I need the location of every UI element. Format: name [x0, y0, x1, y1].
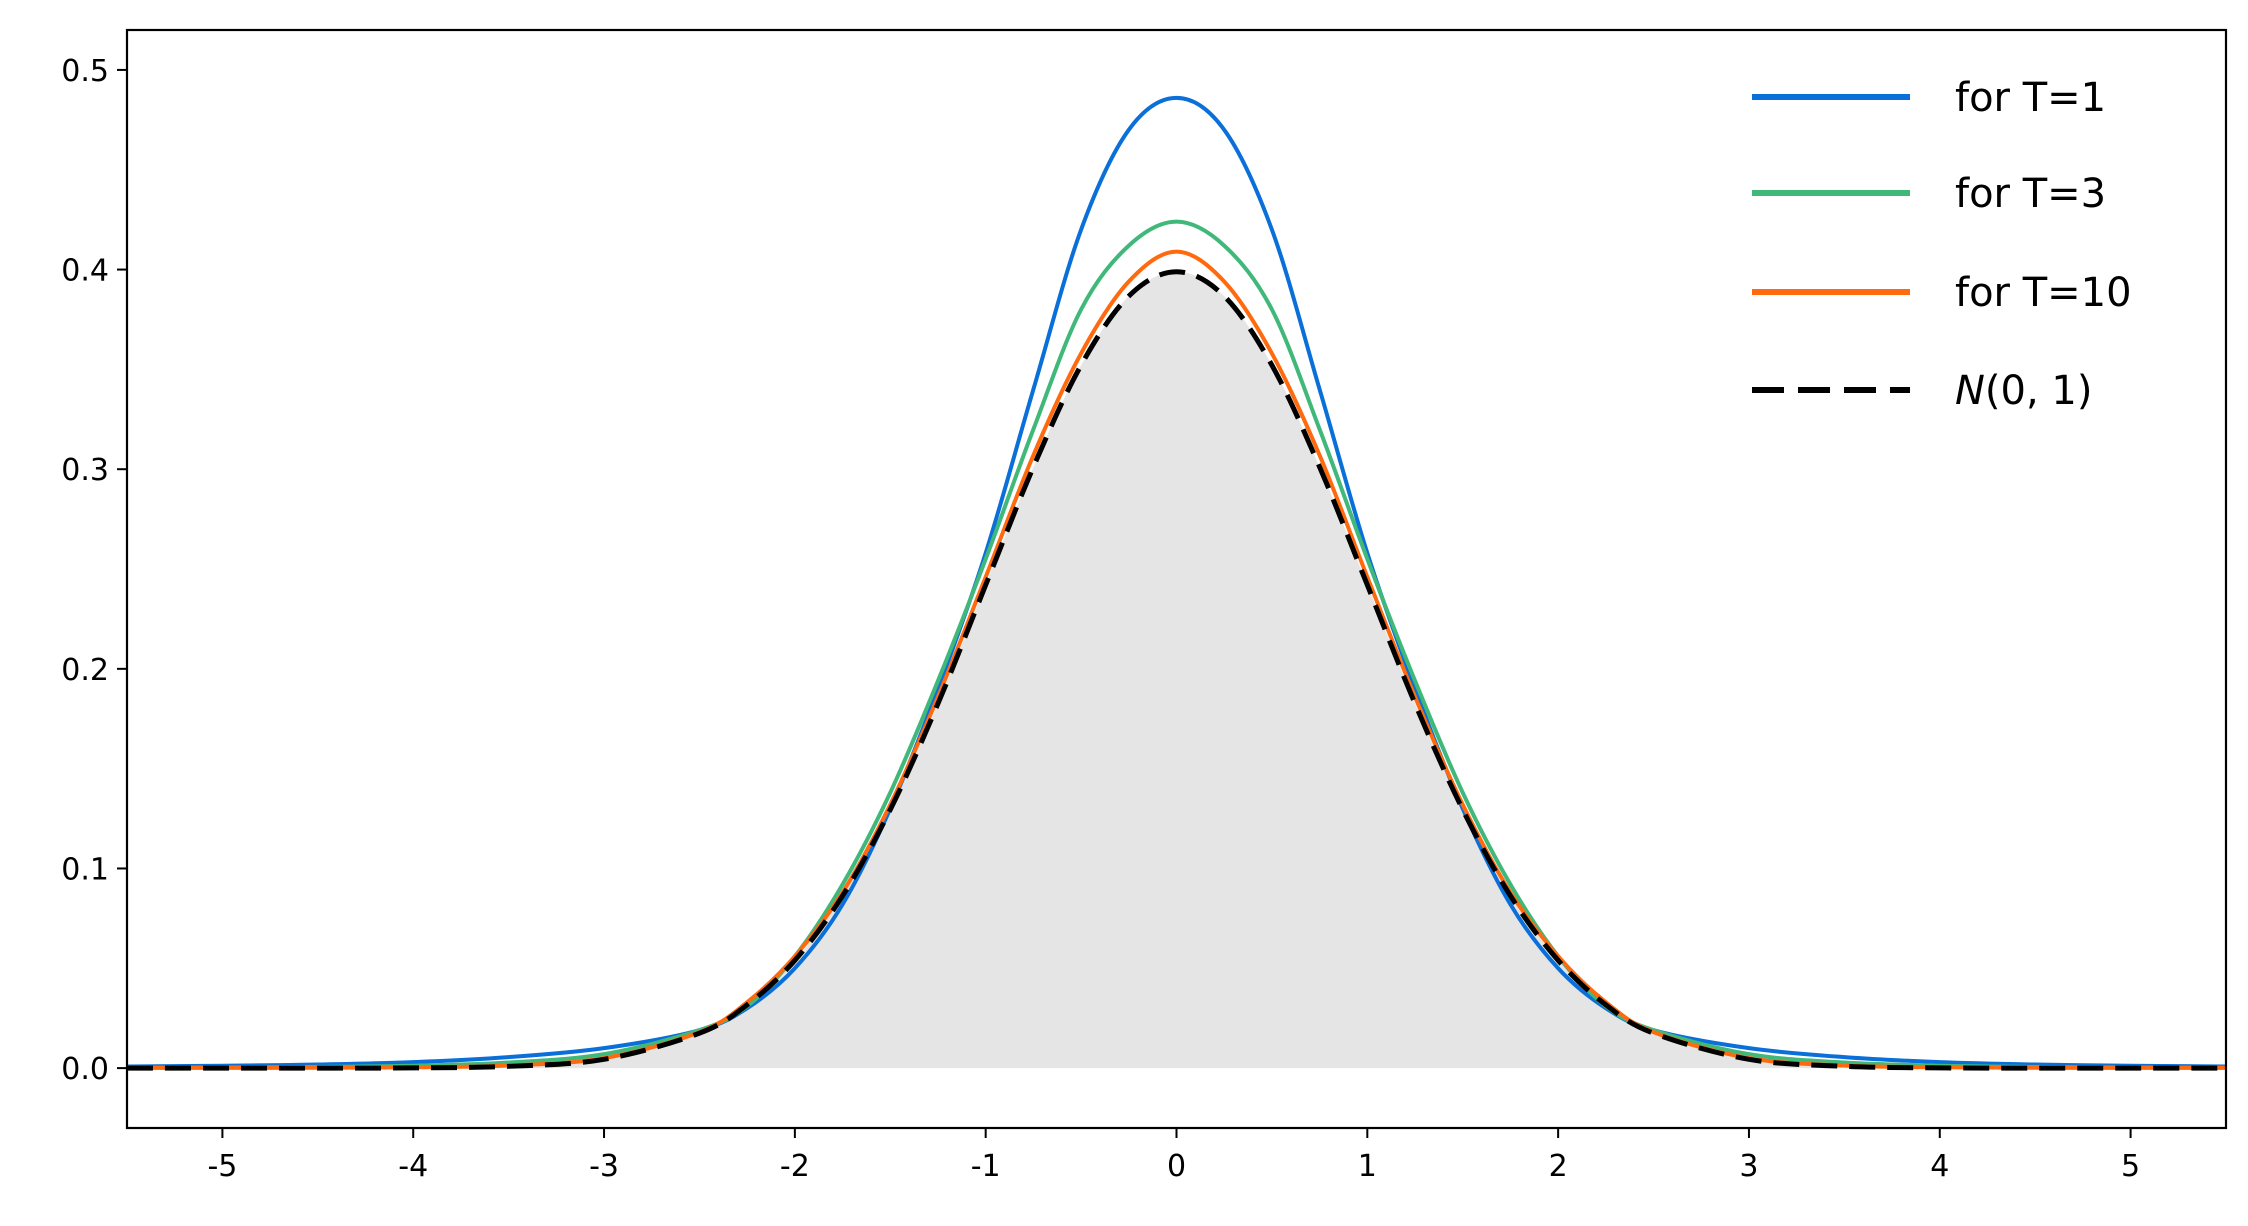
y-tick-label: 0.3	[61, 453, 109, 488]
shaded-area	[127, 271, 2226, 1069]
series-line-1	[127, 219, 2226, 1070]
legend-label-t3: for T=3	[1955, 171, 2106, 217]
x-axis: -5 -4 -3 -2 -1 0 1 2 3 4 5	[207, 1128, 2140, 1184]
y-tick-label: 0.4	[61, 254, 109, 289]
x-tick-label: 3	[1739, 1149, 1758, 1184]
legend-label-t1: for T=1	[1955, 75, 2106, 121]
x-tick-label: 2	[1549, 1149, 1568, 1184]
legend-item-t10: for T=10	[1752, 270, 2132, 316]
x-tick-label: -1	[971, 1149, 1001, 1184]
x-tick-label: -2	[780, 1149, 810, 1184]
series-line-3	[127, 269, 2226, 1071]
series-line-0	[127, 95, 2226, 1069]
x-tick-label: -3	[589, 1149, 619, 1184]
plot-area	[127, 95, 2226, 1071]
y-tick-label: 0.1	[61, 852, 109, 887]
x-tick-label: 1	[1358, 1149, 1377, 1184]
legend-item-t3: for T=3	[1752, 171, 2106, 217]
legend-item-normal: N(0, 1)	[1752, 368, 2092, 414]
legend-label-normal: N(0, 1)	[1955, 368, 2092, 414]
legend-label-t10: for T=10	[1955, 270, 2132, 316]
y-axis: 0.0 0.1 0.2 0.3 0.4 0.5	[61, 54, 127, 1087]
x-tick-label: -4	[398, 1149, 428, 1184]
x-tick-label: 0	[1167, 1149, 1186, 1184]
y-tick-label: 0.5	[61, 54, 109, 89]
series-layer	[127, 95, 2226, 1071]
x-tick-label: -5	[207, 1149, 237, 1184]
legend: for T=1 for T=3 for T=10 N(0, 1)	[1752, 75, 2132, 414]
y-tick-label: 0.0	[61, 1052, 109, 1087]
x-tick-label: 5	[2121, 1149, 2140, 1184]
shaded-area-layer	[127, 271, 2226, 1069]
x-tick-label: 4	[1930, 1149, 1949, 1184]
y-tick-label: 0.2	[61, 653, 109, 688]
legend-item-t1: for T=1	[1752, 75, 2106, 121]
